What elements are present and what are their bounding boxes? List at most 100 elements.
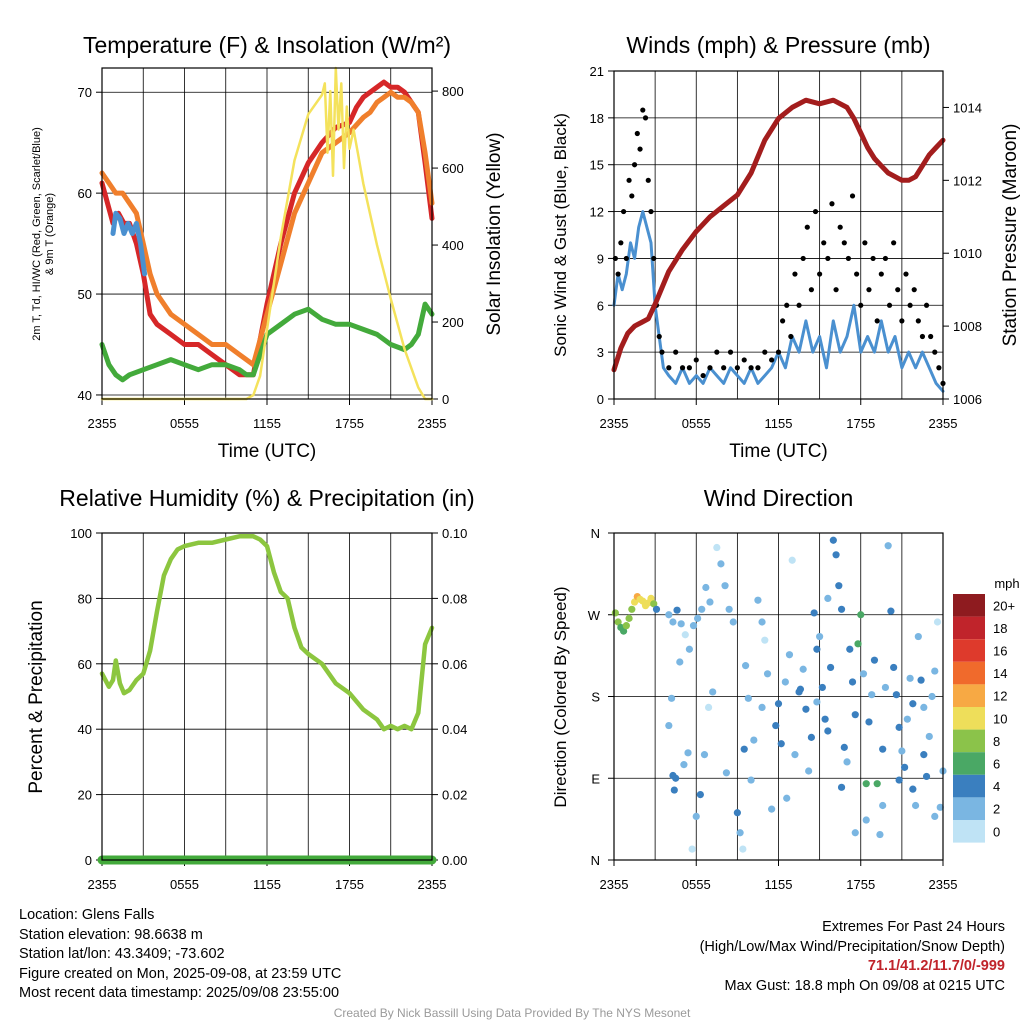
gust-point [637, 146, 643, 152]
direction-point [854, 640, 862, 648]
direction-point [713, 543, 721, 552]
gust-point [631, 162, 638, 168]
direction-point [799, 665, 807, 673]
direction-point [681, 631, 689, 639]
direction-point [933, 618, 942, 626]
latlon-text: Station lat/lon: 43.3409; -73.602 [19, 946, 225, 962]
y-axis-label: & 9m T (Orange) [44, 193, 56, 275]
direction-point [791, 751, 799, 759]
direction-point [876, 830, 884, 839]
direction-point [688, 845, 696, 853]
wind-direction-panel: 2355 0555 1155 1755 2355 Wind Direction N E S W N D… [551, 485, 957, 892]
direction-point [868, 691, 876, 699]
colorbar-label: 18 [993, 621, 1007, 636]
direction-point [698, 605, 706, 613]
humidity-precipitation-panel: 2355 0555 1155 1755 2355 Relative Humidity (%… [26, 485, 475, 892]
direction-point [739, 845, 747, 853]
series-line-2m-t [99, 79, 435, 378]
direction-point [920, 703, 928, 712]
direction-point [625, 614, 633, 622]
x-tick-label: 1155 [765, 416, 793, 431]
colorbar-label: 8 [993, 734, 1000, 749]
direction-point [859, 670, 868, 678]
direction-point [777, 740, 785, 748]
extremes-legend: (High/Low/Max Wind/Precipitation/Snow De… [699, 938, 1005, 955]
direction-point [931, 667, 939, 675]
gust-point [796, 302, 802, 308]
gust-point [858, 302, 864, 308]
direction-point [851, 711, 859, 719]
winds-pressure-panel: 2355 0555 1155 1755 2355 Winds (mph) & Pressu… [551, 32, 1021, 462]
direction-point [680, 761, 688, 769]
y-tick-label: 20 [78, 788, 92, 803]
direction-point [717, 560, 725, 568]
direction-point [670, 786, 678, 794]
gust-point [895, 287, 901, 293]
gust-point [769, 357, 775, 363]
direction-point [689, 622, 698, 630]
panel-title: Wind Direction [704, 485, 854, 511]
y-tick-label: W [588, 608, 601, 623]
direction-point [848, 678, 857, 686]
gust-point [882, 255, 889, 262]
x-axis-label: Time (UTC) [218, 441, 317, 462]
y2-tick-label: 0.06 [442, 657, 467, 672]
direction-point [709, 688, 717, 696]
y2-tick-label: 1006 [953, 392, 982, 407]
series-line-relative-humidity [99, 534, 435, 732]
direction-point [909, 700, 917, 708]
y2-tick-label: 1014 [953, 100, 982, 115]
gust-point [659, 349, 665, 355]
direction-point [898, 747, 906, 755]
y2-tick-label: 0.10 [442, 526, 467, 541]
gust-point [651, 255, 657, 262]
direction-point [785, 651, 794, 659]
direction-point [865, 718, 873, 726]
gust-point [911, 287, 917, 293]
plot-frame [101, 532, 433, 861]
y2-axis-label: Station Pressure (Maroon) [1000, 124, 1021, 347]
recent-data-text: Most recent data timestamp: 2025/09/08 2… [19, 985, 340, 1001]
gust-point [891, 240, 897, 246]
y2-tick-label: 0 [442, 392, 449, 407]
direction-point [706, 598, 714, 606]
direction-point [758, 618, 766, 626]
gust-point [775, 349, 782, 355]
direction-point [696, 791, 704, 799]
gust-point [821, 240, 827, 246]
gust-point [919, 333, 926, 340]
direction-point [763, 670, 772, 678]
y-tick-label: N [591, 853, 600, 868]
gust-point [693, 357, 699, 363]
direction-point [887, 607, 895, 615]
direction-point [783, 794, 791, 802]
direction-point [829, 536, 837, 544]
y2-tick-label: 600 [442, 161, 464, 176]
direction-point [873, 780, 881, 788]
colorbar-swatch [953, 684, 985, 707]
direction-point [652, 605, 661, 613]
y-axis-label: Percent & Precipitation [26, 600, 47, 793]
colorbar-label: 6 [993, 757, 1000, 772]
direction-point [781, 678, 789, 686]
direction-point [824, 727, 832, 735]
colorbar-title: mph [994, 576, 1019, 591]
plot-frame [613, 532, 944, 861]
y-axis-label: Direction (Colored By Speed) [551, 586, 570, 807]
gust-point [829, 201, 835, 207]
colorbar-swatch [953, 639, 985, 662]
colorbar-label: 12 [993, 689, 1007, 704]
x-axis-label: Time (UTC) [729, 441, 828, 462]
colorbar-swatch [953, 752, 985, 775]
direction-point [630, 598, 639, 606]
gust-point [788, 333, 794, 340]
direction-point [665, 721, 673, 730]
gust-point [714, 349, 720, 355]
y-tick-label: E [591, 771, 600, 786]
credit-text: Created By Nick Bassill Using Data Provi… [333, 1006, 691, 1020]
direction-point [676, 658, 684, 666]
y2-tick-label: 200 [442, 315, 464, 330]
direction-point [611, 609, 619, 617]
direction-point [884, 542, 892, 550]
y-tick-label: S [591, 690, 600, 705]
